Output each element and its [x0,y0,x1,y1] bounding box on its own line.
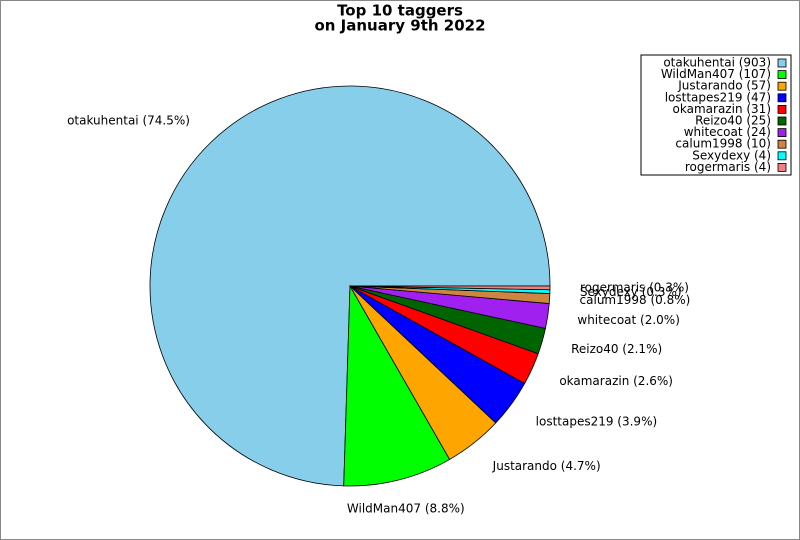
slice-label: okamarazin (2.6%) [559,374,673,388]
legend-swatch [777,105,787,114]
slice-label: rogermaris (0.3%) [580,281,689,295]
legend-label: okamarazin (31) [673,102,771,116]
legend-label: Justarando (57) [677,79,771,93]
slice-label: Sexydexy (0.3%) [580,285,682,299]
legend-label: WildMan407 (107) [661,67,771,81]
legend-label: otakuhentai (903) [663,56,771,70]
legend-label: calum1998 (10) [675,137,771,151]
slice-label: Justarando (4.7%) [492,459,601,473]
legend-swatch [777,128,787,138]
legend-label: rogermaris (4) [685,160,771,174]
legend-label: whitecoat (24) [684,125,771,139]
legend-swatch [777,93,787,103]
legend-box [640,54,792,176]
legend-swatch [777,81,787,91]
legend-swatch [777,162,787,172]
slice-label: Reizo40 (2.1%) [571,342,662,356]
chart-subtitle: on January 9th 2022 [314,17,485,35]
legend-swatch [777,70,787,79]
slice-label: calum1998 (0.8%) [580,293,691,307]
legend-swatch [777,151,787,161]
legend-swatch [777,116,787,126]
legend-swatch [777,139,787,149]
chart-title: Top 10 taggers [337,2,463,20]
legend-label: losttapes219 (47) [665,90,771,104]
pie-slice [343,284,451,487]
legend-swatch [777,58,787,68]
pie-slice [349,285,551,291]
slice-label: WildMan407 (8.8%) [347,502,465,516]
slice-label: losttapes219 (3.9%) [536,414,658,428]
legend-label: Reizo40 (25) [695,114,771,128]
slice-label: whitecoat (2.0%) [577,313,680,327]
slice-label: otakuhentai (74.5%) [67,113,190,127]
legend-label: Sexydexy (4) [692,148,771,162]
